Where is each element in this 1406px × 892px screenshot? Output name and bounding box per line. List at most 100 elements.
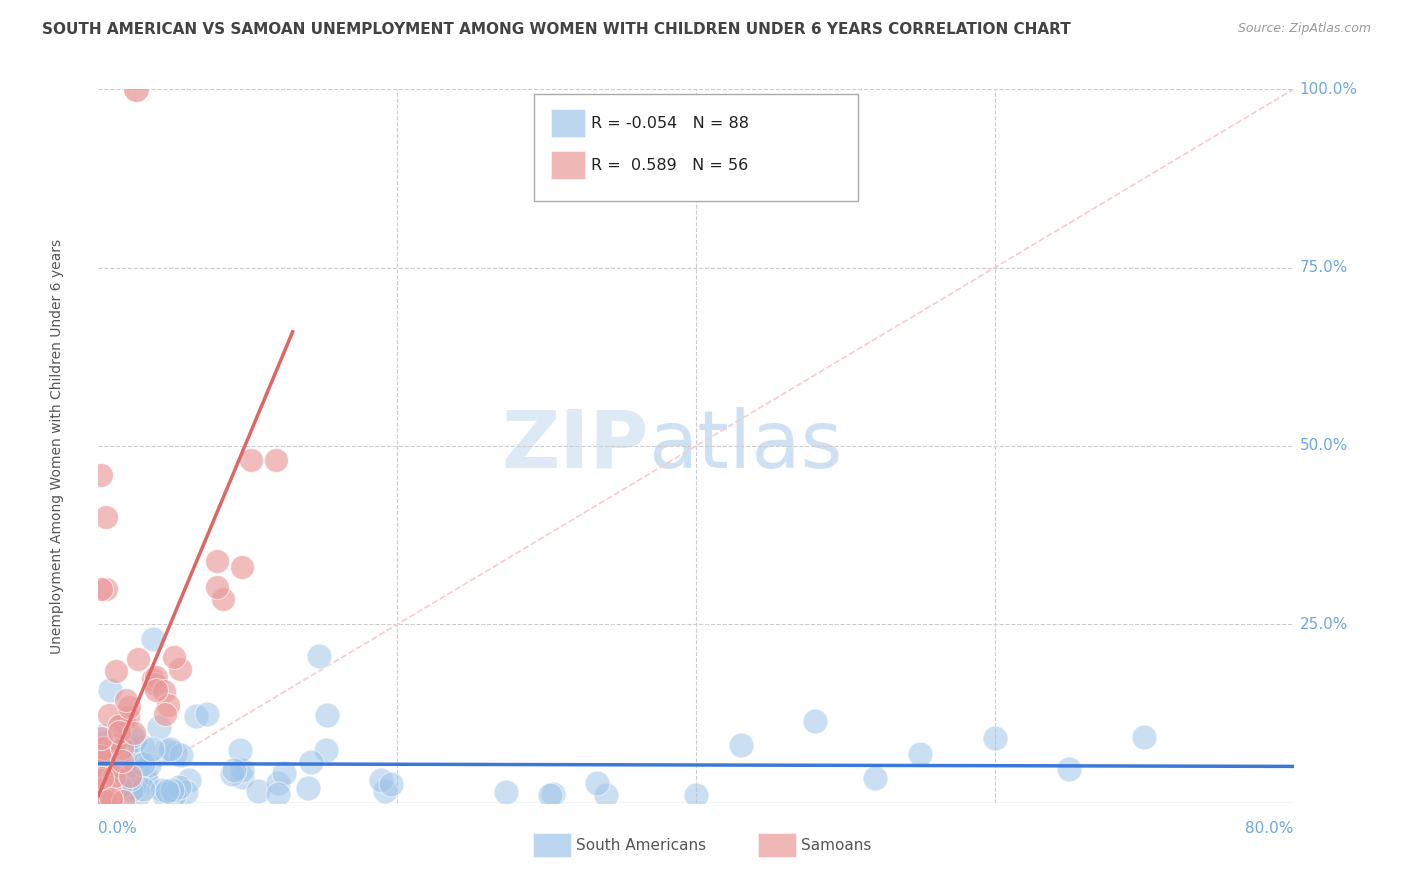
Point — [685, 789, 707, 803]
Text: Samoans: Samoans — [801, 838, 872, 853]
Point — [538, 788, 561, 802]
Point — [157, 698, 180, 713]
Point — [98, 794, 121, 808]
Point — [984, 731, 1007, 746]
Point — [174, 785, 197, 799]
Point — [97, 765, 120, 780]
Point — [122, 726, 145, 740]
Point — [103, 769, 125, 783]
Point — [221, 767, 243, 781]
Point — [169, 662, 191, 676]
Point — [120, 772, 142, 786]
Point — [543, 787, 565, 801]
Point — [101, 743, 124, 757]
Point — [264, 453, 287, 467]
Point — [93, 735, 115, 749]
Text: Unemployment Among Women with Children Under 6 years: Unemployment Among Women with Children U… — [49, 238, 63, 654]
Point — [90, 752, 112, 766]
Point — [112, 715, 135, 730]
Point — [177, 773, 200, 788]
Point — [231, 770, 253, 784]
Point — [127, 651, 149, 665]
Text: SOUTH AMERICAN VS SAMOAN UNEMPLOYMENT AMONG WOMEN WITH CHILDREN UNDER 6 YEARS CO: SOUTH AMERICAN VS SAMOAN UNEMPLOYMENT AM… — [42, 22, 1071, 37]
Point — [118, 769, 141, 783]
Point — [145, 682, 167, 697]
Point — [94, 794, 117, 808]
Point — [804, 714, 827, 728]
Point — [162, 783, 184, 797]
Point — [170, 747, 193, 762]
Point — [155, 742, 177, 756]
Point — [231, 763, 253, 777]
Text: ZIP: ZIP — [501, 407, 648, 485]
Point — [163, 788, 186, 802]
Point — [153, 684, 176, 698]
Point — [124, 781, 146, 796]
Point — [118, 699, 141, 714]
Point — [229, 743, 252, 757]
Point — [93, 780, 115, 795]
Point — [100, 792, 122, 806]
Point — [101, 771, 124, 785]
Point — [138, 758, 160, 772]
Point — [124, 753, 146, 767]
Point — [207, 580, 229, 594]
Point — [115, 693, 138, 707]
Point — [125, 773, 148, 788]
Point — [120, 767, 142, 781]
Point — [134, 767, 156, 781]
Point — [142, 632, 165, 646]
Point — [131, 782, 153, 797]
Point — [91, 794, 114, 808]
Point — [94, 510, 117, 524]
Point — [124, 733, 146, 747]
Point — [90, 749, 112, 764]
Point — [111, 754, 134, 768]
Point — [110, 781, 132, 796]
Point — [1133, 730, 1156, 744]
Point — [308, 648, 330, 663]
Point — [105, 726, 128, 740]
Point — [153, 789, 176, 803]
Point — [90, 467, 112, 482]
Point — [142, 673, 165, 687]
Point — [374, 784, 396, 798]
Point — [120, 783, 142, 797]
Point — [96, 769, 118, 783]
Point — [865, 771, 887, 785]
Point — [90, 731, 112, 745]
Point — [247, 784, 270, 798]
Point — [90, 758, 112, 772]
Point — [91, 794, 114, 808]
Point — [100, 784, 122, 798]
Point — [135, 772, 157, 787]
Point — [370, 772, 392, 787]
Point — [148, 720, 170, 734]
Text: Source: ZipAtlas.com: Source: ZipAtlas.com — [1237, 22, 1371, 36]
Point — [266, 776, 288, 790]
Point — [115, 745, 138, 759]
Point — [1059, 762, 1081, 776]
Point — [132, 757, 155, 772]
Point — [97, 785, 120, 799]
Point — [107, 784, 129, 798]
Point — [117, 710, 139, 724]
Point — [585, 776, 607, 790]
Text: South Americans: South Americans — [576, 838, 707, 853]
Point — [128, 756, 150, 771]
Point — [131, 739, 153, 754]
Point — [93, 741, 115, 756]
Point — [107, 719, 129, 733]
Point — [114, 739, 136, 753]
Point — [94, 789, 117, 804]
Point — [91, 783, 114, 797]
Point — [122, 772, 145, 786]
Point — [143, 677, 166, 691]
Point — [153, 706, 176, 721]
Point — [111, 741, 134, 756]
Point — [91, 771, 114, 785]
Point — [380, 777, 402, 791]
Point — [125, 82, 148, 96]
Point — [316, 708, 339, 723]
Point — [152, 783, 174, 797]
